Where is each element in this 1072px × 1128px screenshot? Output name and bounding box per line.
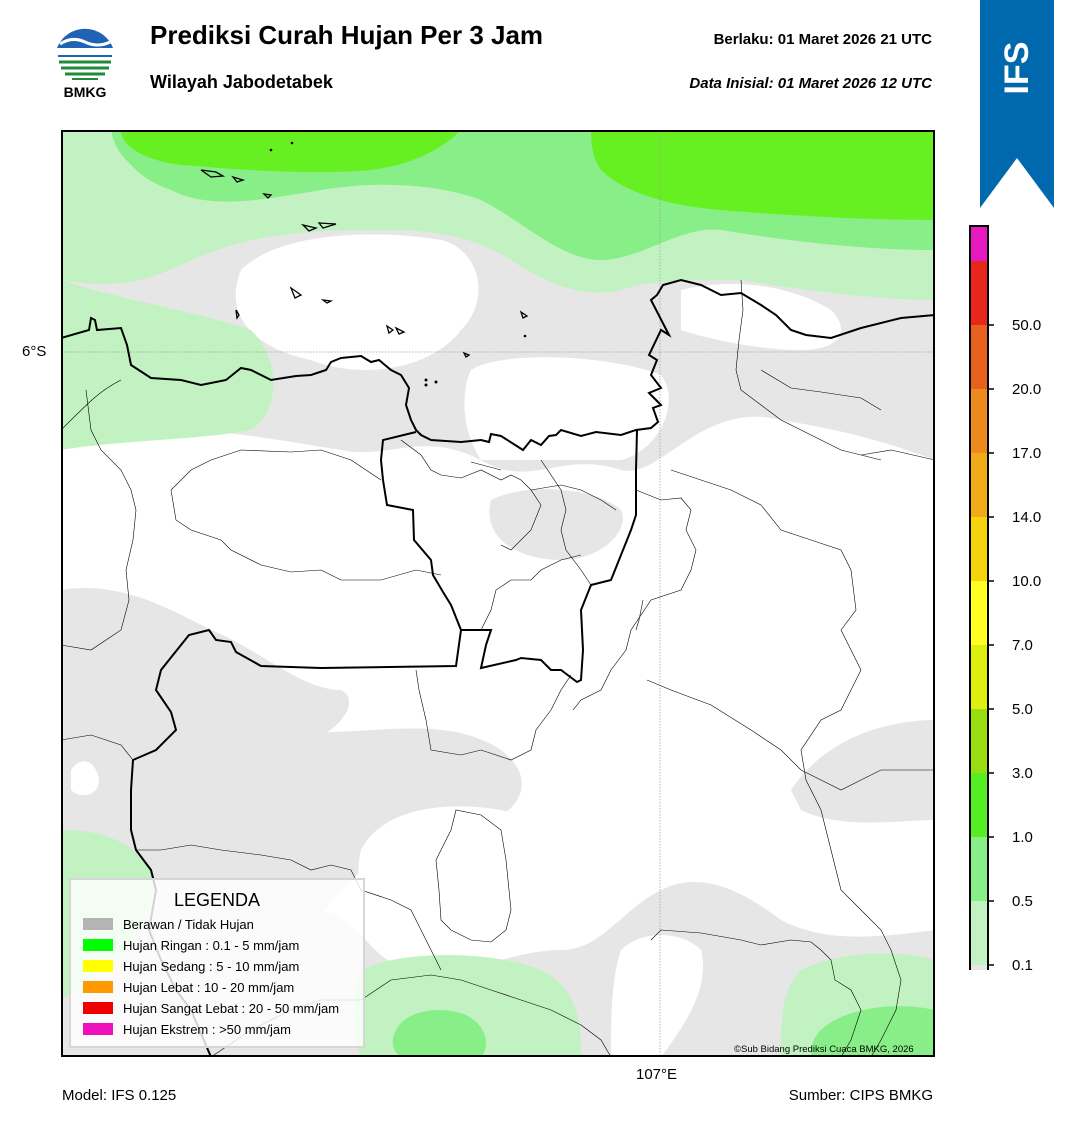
legend-item: Hujan Ekstrem : >50 mm/jam: [83, 1021, 291, 1037]
legend-item: Hujan Ringan : 0.1 - 5 mm/jam: [83, 937, 299, 953]
legend-swatch: [83, 918, 113, 930]
initial-time: Data Inisial: 01 Maret 2026 12 UTC: [689, 75, 932, 92]
colorbar-tick-label: 10.0: [1012, 573, 1041, 590]
light-rain-core-north: [121, 130, 461, 173]
legend-title: LEGENDA: [173, 890, 261, 910]
page-title: Prediksi Curah Hujan Per 3 Jam: [150, 20, 544, 50]
legend-item: Hujan Sedang : 5 - 10 mm/jam: [83, 958, 299, 974]
model-label: Model: IFS 0.125: [62, 1087, 177, 1104]
legend-swatch: [83, 939, 113, 951]
colorbar-segment: [970, 773, 988, 837]
legend-label: Hujan Ekstrem : >50 mm/jam: [123, 1021, 291, 1037]
model-ribbon: [980, 0, 1054, 208]
legend-label: Hujan Lebat : 10 - 20 mm/jam: [123, 979, 295, 995]
colorbar-segment: [970, 645, 988, 709]
cloudy-zone-center: [489, 489, 623, 560]
colorbar-segment: [970, 901, 988, 965]
legend-label: Hujan Sangat Lebat : 20 - 50 mm/jam: [123, 1000, 340, 1016]
regency-boundaries: [61, 279, 935, 1057]
region-subtitle: Wilayah Jabodetabek: [150, 72, 333, 92]
latitude-label: 6°S: [22, 343, 47, 360]
colorbar-segment: [970, 325, 988, 389]
legend-swatch: [83, 1023, 113, 1035]
colorbar-segment: [970, 261, 988, 325]
colorbar-border: [969, 225, 989, 970]
province-boundary: [379, 429, 638, 684]
colorbar-segment: [970, 581, 988, 645]
colorbar-segment: [970, 226, 988, 261]
legend-label: Hujan Sedang : 5 - 10 mm/jam: [123, 958, 300, 974]
moderate-green-zone-south: [392, 1010, 486, 1057]
colorbar-tick-label: 7.0: [1012, 637, 1033, 654]
light-rain-zone-northwest: [61, 280, 274, 450]
copyright-credit: ©Sub Bidang Prediksi Cuaca BMKG, 2026: [734, 1044, 914, 1055]
colorbar: 0.00.10.51.03.05.07.010.014.017.020.050.…: [969, 225, 1041, 970]
colorbar-segment: [970, 965, 988, 970]
colorbar-segment: [970, 837, 988, 901]
colorbar-tick-label: 50.0: [1012, 317, 1041, 334]
legend-box: LEGENDA Berawan / Tidak Hujan Hujan Ring…: [69, 878, 365, 1048]
legend-swatch: [83, 981, 113, 993]
colorbar-tick-label: 17.0: [1012, 445, 1041, 462]
legend-swatch: [83, 960, 113, 972]
island: [200, 169, 529, 358]
colorbar-segment: [970, 517, 988, 581]
model-ribbon-label: IFS: [998, 41, 1036, 95]
legend-item: Hujan Lebat : 10 - 20 mm/jam: [83, 979, 294, 995]
colorbar-tick-label: 3.0: [1012, 765, 1033, 782]
legend-label: Berawan / Tidak Hujan: [123, 916, 254, 932]
bmkg-logo: [55, 24, 115, 84]
source-label: Sumber: CIPS BMKG: [788, 1087, 933, 1104]
legend-label: Hujan Ringan : 0.1 - 5 mm/jam: [123, 937, 300, 953]
colorbar-segment: [970, 453, 988, 517]
bmkg-logo-text: BMKG: [63, 84, 107, 100]
colorbar-tick-label: 0.5: [1012, 893, 1033, 910]
legend-item: Berawan / Tidak Hujan: [83, 916, 254, 932]
moderate-green-zone-southeast: [811, 1006, 935, 1057]
colorbar-tick-label: 0.1: [1012, 957, 1033, 970]
colorbar-segment: [970, 389, 988, 453]
colorbar-tick-label: 5.0: [1012, 701, 1033, 718]
colorbar-tick-label: 14.0: [1012, 509, 1041, 526]
colorbar-tick-label: 20.0: [1012, 381, 1041, 398]
coastline: [61, 278, 935, 452]
legend-swatch: [83, 1002, 113, 1014]
colorbar-tick-label: 1.0: [1012, 829, 1033, 846]
cloudy-zone-east: [791, 720, 935, 823]
longitude-label: 107°E: [636, 1066, 678, 1083]
light-rain-core-northeast: [591, 130, 935, 220]
colorbar-segment: [970, 709, 988, 773]
legend-item: Hujan Sangat Lebat : 20 - 50 mm/jam: [83, 1000, 339, 1016]
valid-time: Berlaku: 01 Maret 2026 21 UTC: [713, 31, 932, 48]
